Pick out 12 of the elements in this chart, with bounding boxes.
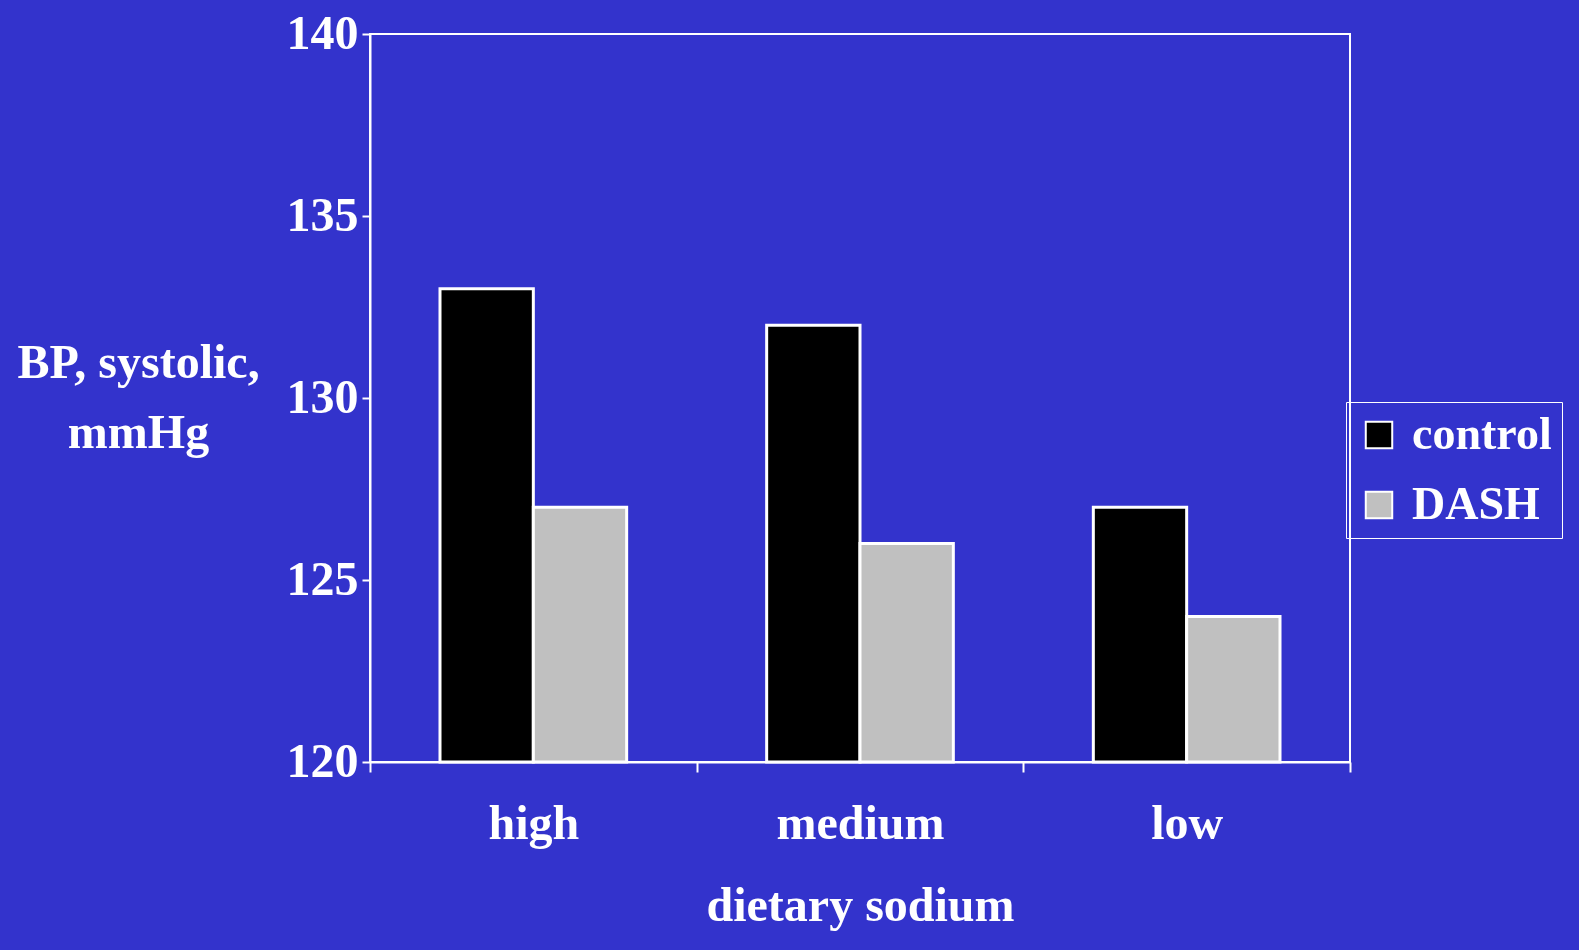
- y-tick-label: 135: [286, 187, 359, 241]
- x-tick-label: medium: [776, 795, 945, 849]
- y-tick-label: 130: [286, 369, 359, 423]
- y-tick-label: 125: [286, 551, 359, 605]
- x-axis-title: dietary sodium: [706, 877, 1015, 931]
- x-tick-label: low: [1151, 795, 1224, 849]
- legend-label: DASH: [1412, 478, 1541, 529]
- y-tick-label: 140: [286, 5, 359, 59]
- y-axis-title: BP, systolic, mmHg: [17, 334, 260, 458]
- legend-label: control: [1412, 408, 1552, 459]
- y-tick-label: 120: [286, 733, 359, 787]
- x-tick-label: high: [488, 795, 580, 849]
